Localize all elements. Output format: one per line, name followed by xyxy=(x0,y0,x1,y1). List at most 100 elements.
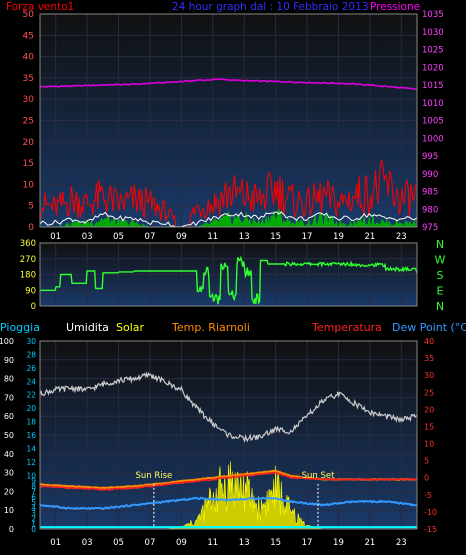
panel3-left-tick-inner: 5 xyxy=(31,498,36,507)
panel1-right-tick: 1005 xyxy=(422,117,444,127)
label-temp-riarnoli: Temp. Riarnoli xyxy=(171,321,250,334)
panel2-direction-label: N xyxy=(436,238,444,251)
panel3-sun-markers: Sun Rise Sun Set xyxy=(135,471,335,528)
panel1-right-tick: 1000 xyxy=(422,134,444,144)
panel3-x-tick: 19 xyxy=(333,538,344,548)
panel1-left-tick: 30 xyxy=(23,95,35,105)
panel1-right-axis: 975 980 985 990 995 1000 1005 1010 1015 1020 1025 1… xyxy=(422,10,444,233)
panel3-left-tick-outer: 80 xyxy=(4,375,14,384)
panel1-left-tick: 20 xyxy=(23,138,35,148)
panel3-x-axis: 01 03 05 07 09 11 13 15 17 19 21 23 xyxy=(50,538,406,548)
panel3-x-tick: 09 xyxy=(176,538,187,548)
panel1-left-tick: 5 xyxy=(28,202,34,212)
panel3-left-tick-inner: 9 xyxy=(31,477,36,486)
panel3-right-axis: -15 -10 -5 0 5 10 15 20 25 30 35 40 xyxy=(424,337,437,534)
label-temperatura: Temperatura xyxy=(311,321,382,334)
series-temperatura xyxy=(39,471,418,491)
panel3-right-tick: 0 xyxy=(424,474,429,483)
panel1-left-tick: 40 xyxy=(23,53,35,63)
panel1-x-tick: 11 xyxy=(207,232,218,242)
panel3-right-tick: -10 xyxy=(424,508,437,517)
panel1-x-tick: 07 xyxy=(145,232,156,242)
panel3-x-tick: 17 xyxy=(302,538,313,548)
panel1-left-tick: 35 xyxy=(23,74,34,84)
label-umidita: Umidita xyxy=(66,321,109,334)
panel3-left-tick-inner: 20 xyxy=(26,404,36,413)
panel3-left-tick-outer: 100 xyxy=(0,337,14,346)
panel2-direction-label: W xyxy=(435,254,446,267)
panel1-x-tick: 21 xyxy=(364,232,375,242)
panel2-left-tick: 0 xyxy=(31,302,36,312)
panel3-right-tick: 15 xyxy=(424,422,434,431)
panel3-right-tick: 40 xyxy=(424,337,434,346)
series-pressione xyxy=(39,78,418,91)
panel3-grid xyxy=(40,341,417,529)
panel3-left-tick-inner: 2 xyxy=(31,514,36,523)
panel3-x-tick: 03 xyxy=(82,538,93,548)
panel1-right-tick: 1030 xyxy=(422,28,444,38)
panel1-right-title: Pressione xyxy=(370,1,420,13)
panel1-x-tick: 01 xyxy=(50,232,61,242)
panel1-left-tick: 15 xyxy=(23,159,34,169)
panel2-direction-label: S xyxy=(437,269,444,282)
series-dew-point xyxy=(39,496,418,511)
panel1-x-tick: 17 xyxy=(302,232,313,242)
panel3-left-tick-inner: 7 xyxy=(31,487,36,496)
panel3-left-tick-outer: 10 xyxy=(4,506,14,515)
panel1-x-tick: 03 xyxy=(82,232,93,242)
sun-rise-label: Sun Rise xyxy=(135,471,172,481)
panel3-right-tick: 5 xyxy=(424,457,429,466)
panel3-x-tick: 07 xyxy=(145,538,156,548)
panel1-right-tick: 1035 xyxy=(422,10,444,20)
panel1-x-tick: 05 xyxy=(113,232,124,242)
panel3-left-tick-outer: 0 xyxy=(9,525,14,534)
panel3-left-tick-inner: 14 xyxy=(26,444,36,453)
series-direzione xyxy=(40,255,418,305)
panel3-left-tick-inner: 22 xyxy=(26,391,36,400)
label-dew-point: Dew Point (°C) xyxy=(392,321,466,334)
panel3-x-tick: 15 xyxy=(270,538,281,548)
panel3-x-tick: 05 xyxy=(113,538,124,548)
panel1-left-tick: 50 xyxy=(23,10,35,20)
panel3-left-tick-inner: 28 xyxy=(26,350,36,359)
label-solar: Solar xyxy=(116,321,145,334)
panel1-x-tick: 09 xyxy=(176,232,187,242)
panel3-left-tick-inner: 6 xyxy=(31,493,36,502)
panel3-left-tick-inner: 12 xyxy=(26,458,36,467)
panel1-right-tick: 995 xyxy=(422,152,438,162)
panel1-right-tick: 980 xyxy=(422,205,438,215)
panel3-right-tick: -5 xyxy=(424,491,432,500)
panel3-right-tick: 30 xyxy=(424,371,434,380)
series-vento-medio xyxy=(39,211,418,228)
sun-set-label: Sun Set xyxy=(302,471,335,481)
panel2-direction-label: E xyxy=(437,285,444,298)
panel1-right-tick: 985 xyxy=(422,188,438,198)
panel3-left-tick-inner: 18 xyxy=(26,418,36,427)
panel1-right-tick: 1010 xyxy=(422,99,444,109)
label-pioggia: Pioggia xyxy=(0,321,40,334)
panel3-left-tick-outer: 40 xyxy=(4,450,14,459)
panel3-left-tick-outer: 60 xyxy=(4,412,14,421)
panel1-series xyxy=(39,78,418,228)
panel3-left-tick-outer: 20 xyxy=(4,487,14,496)
panel3-right-tick: 10 xyxy=(424,440,434,449)
panel3-right-tick: 20 xyxy=(424,405,434,414)
panel3-x-tick: 01 xyxy=(50,538,61,548)
series-raffica xyxy=(39,158,418,228)
panel1-left-tick: 10 xyxy=(23,180,35,190)
panel1-right-tick: 1025 xyxy=(422,46,444,56)
panel1-x-axis: 01 03 05 07 09 11 13 15 17 19 21 23 xyxy=(50,232,406,242)
panel3-left-tick-inner: 8 xyxy=(31,482,36,491)
panel3-left-tick-outer: 90 xyxy=(4,356,14,365)
panel2-direction-label: N xyxy=(436,300,444,313)
panel3-x-tick: 23 xyxy=(396,538,407,548)
panel3-left-tick-inner: 4 xyxy=(31,504,36,513)
panel3-left-tick-inner: 10 xyxy=(26,471,36,480)
panel2-series xyxy=(40,255,418,305)
panel1-left-tick: 45 xyxy=(23,31,34,41)
panel2-left-tick: 180 xyxy=(20,271,36,281)
panel1-right-tick: 1015 xyxy=(422,81,444,91)
panel1-left-tick: 0 xyxy=(28,223,34,233)
